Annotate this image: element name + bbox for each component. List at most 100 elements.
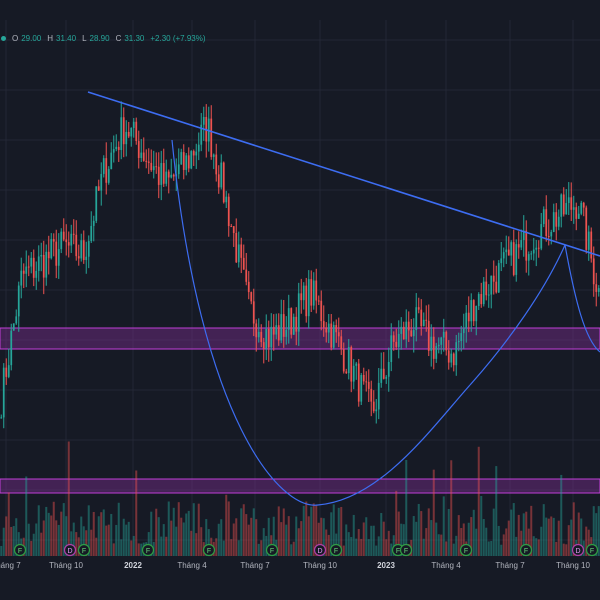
volume-bar [460, 528, 463, 556]
candle-body [272, 326, 275, 335]
candle-body [130, 127, 133, 137]
candle-body [295, 316, 298, 332]
candle-body [592, 258, 595, 285]
earnings-badge[interactable]: F [329, 543, 343, 557]
candle-body [182, 152, 185, 170]
volume-bar [362, 522, 365, 556]
candle-body [420, 309, 423, 327]
volume-bar [512, 503, 515, 556]
candle-body [307, 279, 310, 317]
candle-body [577, 213, 580, 219]
drawing-tools[interactable] [87, 91, 600, 506]
volume-bar [32, 533, 35, 556]
candle-body [215, 154, 218, 175]
volume-bar [375, 545, 378, 556]
volume-bar [117, 502, 120, 556]
badge-ring [77, 543, 91, 557]
earnings-badge[interactable]: F [202, 543, 216, 557]
volume-bar [530, 505, 533, 556]
candle-body [250, 292, 253, 302]
volume-bar [75, 532, 78, 556]
earnings-badge[interactable]: F [459, 543, 473, 557]
candle-body [520, 240, 523, 248]
volume-bar [222, 540, 225, 556]
candle-body [167, 171, 170, 178]
volume-bar [417, 503, 420, 556]
candle-body [60, 231, 63, 250]
candle-body [290, 308, 293, 335]
candle-body [505, 249, 508, 253]
candle-body [125, 131, 128, 145]
candle-body [540, 224, 543, 249]
dividend-badge[interactable]: D [571, 543, 585, 557]
candle-body [455, 342, 458, 366]
volume-bar [587, 529, 590, 556]
dividend-badge[interactable]: D [63, 543, 77, 557]
volume-bar [532, 536, 535, 556]
volume-bar [567, 525, 570, 556]
candle-body [507, 249, 510, 256]
candle-body [305, 285, 308, 317]
candle-body [480, 294, 483, 305]
badge-label: F [82, 548, 86, 555]
volume-bar [162, 524, 165, 556]
volume-bar [327, 534, 330, 556]
volume-bar [302, 505, 305, 556]
candle-body [52, 239, 55, 242]
candle-body [47, 251, 50, 259]
volume-bar [185, 513, 188, 556]
volume-bar [240, 508, 243, 556]
candle-body [292, 316, 295, 335]
candle-body [110, 152, 113, 170]
candle-body [192, 151, 195, 156]
volume-bar [60, 511, 63, 556]
earnings-badge[interactable]: F [585, 543, 599, 557]
volume-bar [490, 540, 493, 556]
candle-body [560, 194, 563, 217]
earnings-badge[interactable]: F [13, 543, 27, 557]
candle-body [315, 280, 318, 301]
volume-bar [217, 523, 220, 556]
volume-bar [520, 530, 523, 556]
earnings-badge[interactable]: F [265, 543, 279, 557]
earnings-badge[interactable]: F [77, 543, 91, 557]
candle-body [512, 242, 515, 275]
candle-body [255, 323, 258, 338]
volume-bar [230, 539, 233, 556]
volume-bar [380, 513, 383, 556]
candle-body [15, 316, 18, 324]
volume-bar [382, 521, 385, 556]
volume-bar [115, 524, 118, 556]
volume-bar [135, 470, 138, 556]
volume-bar [325, 529, 328, 556]
volume-bar [557, 520, 560, 556]
candle-body [217, 174, 220, 188]
dividend-badge[interactable]: D [313, 543, 327, 557]
candle-body [190, 151, 193, 169]
candle-body [372, 401, 375, 412]
candle-body [252, 301, 255, 324]
candle-body [202, 116, 205, 125]
earnings-badge[interactable]: F [399, 543, 413, 557]
volume-bar [62, 503, 65, 556]
earnings-badge[interactable]: F [141, 543, 155, 557]
candle-body [300, 293, 303, 301]
volume-bar [167, 501, 170, 556]
right-arc [564, 244, 600, 353]
candle-body [485, 281, 488, 296]
candle-body [325, 327, 328, 333]
candle-body [235, 232, 238, 263]
candle-body [232, 226, 235, 233]
candle-body [55, 241, 58, 266]
earnings-badge[interactable]: F [519, 543, 533, 557]
volume-bar [292, 541, 295, 556]
candle-body [475, 306, 478, 322]
badge-ring [202, 543, 216, 557]
time-axis[interactable]: Tháng 7 Tháng 10 2022 Tháng 4 Tháng 7 Th… [0, 556, 600, 576]
volume-bar [245, 514, 248, 556]
volume-bar [525, 511, 528, 556]
close-value: 31.30 [124, 33, 145, 43]
